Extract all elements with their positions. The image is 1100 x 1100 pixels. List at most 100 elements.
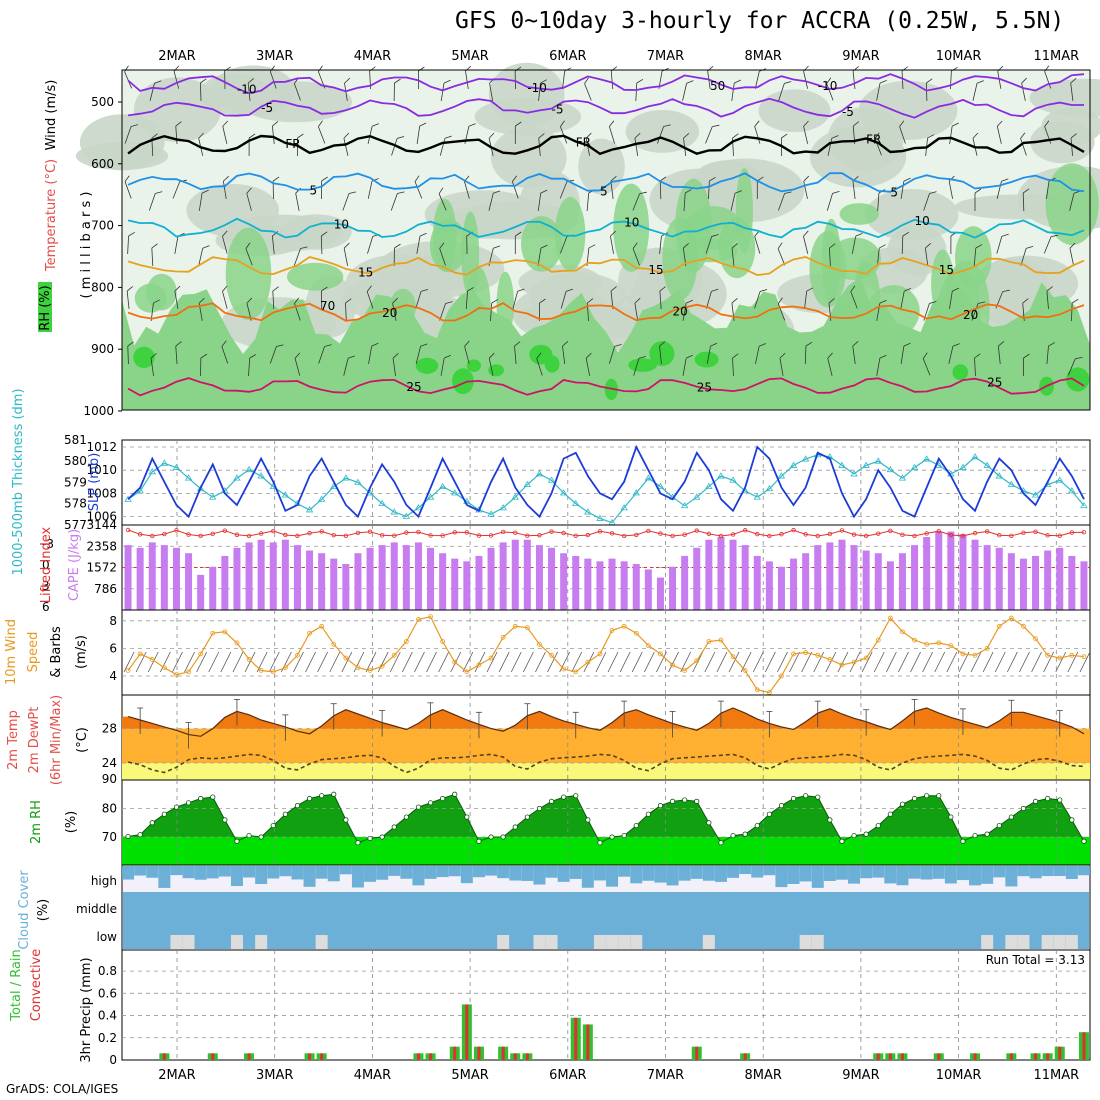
wind-barb [1023,353,1030,376]
thickness-marker [281,491,290,498]
wind-barb [415,343,428,364]
wind-barb-flag [829,243,836,249]
wind-barb-flag [585,352,592,359]
cloud-high-bar [993,866,1006,878]
wind-barb-staff [294,358,301,376]
thickness-tick-label: 580 [64,454,87,468]
cloud-high-bar [848,866,861,884]
wind-barb-staff [1046,345,1049,365]
cloud-high-bar [727,866,740,878]
surface-wind-barb [728,651,740,673]
wind-speed-marker [452,659,458,665]
rh-marker [899,801,906,807]
wind-barb-flag [124,65,129,72]
wind-barb-staff [996,181,1002,199]
wind-barb-staff [705,126,713,144]
surface-wind-barb [462,651,474,673]
rh-contour-region [625,109,700,153]
wind-barb [222,285,228,309]
rh-marker [331,791,337,797]
wind-barb-staff [464,346,470,364]
wind-barb [366,285,374,309]
wind-barb-flag [202,245,210,249]
wind-speed-marker [1021,623,1026,629]
wind-barb-flag [998,341,1005,347]
wind-barb-flag [779,352,786,359]
wind-barb [852,340,859,364]
thickness-marker [390,508,398,515]
wind-barb [343,132,350,156]
surface-wind-barb [196,651,208,673]
y-axis-label-lifted-index: Lifted Index [39,526,54,603]
thickness-marker [729,476,737,483]
thickness-marker [1080,501,1088,509]
cape-bar [802,553,810,610]
cloud-high-bar [545,866,558,878]
wind-speed-marker [936,640,942,646]
rh-marker [536,805,543,812]
wind-barb-staff [293,248,301,266]
wind-barb-flag [784,191,792,194]
wind-speed-marker [912,637,917,643]
wind-barb [949,122,959,144]
rh-contour-region [554,196,586,272]
y-axis-label-temp-units: (°C) [75,727,90,753]
wind-barb [245,242,253,266]
precip-convective-bar [937,1053,941,1060]
wind-barb-flag [444,135,452,139]
cape-bar [959,534,967,610]
y-axis-label-millibars: ( m i l l i b a r s ) [79,192,94,299]
wind-barb [900,342,911,364]
thickness-marker [209,493,217,500]
li-tick-label: 3 [42,579,50,593]
wind-barb-flag [899,120,905,127]
cape-bar [1044,550,1052,610]
cloud-high-bar [303,866,316,887]
wind-barb [318,344,332,364]
surface-wind-barb [547,651,558,673]
wind-barb [924,242,931,266]
wind-barb-flag [974,188,982,194]
cloud-low-gap [606,935,619,949]
cloud-low-gap [593,935,606,949]
wind-barb [900,177,911,199]
wind-barb-flag [174,285,181,292]
wind-barb [293,246,308,266]
wind-barb-flag [1023,353,1030,359]
surface-wind-barb [1031,651,1042,673]
wind-barb-staff [367,181,373,199]
wind-barb-flag [468,123,476,127]
wind-barb [514,231,522,254]
precip-convective-bar [1082,1032,1086,1060]
wind-barb [1070,78,1077,101]
surface-wind-barb [135,651,147,673]
wind-barb-flag [1075,356,1083,360]
wind-barb [827,352,833,376]
wind-barb-staff [755,346,760,364]
wind-barb [731,298,738,321]
rh-contour-region [199,73,269,115]
isotherm-label: 25 [987,376,1002,390]
wind-barb-staff [682,358,687,376]
thickness-marker [705,482,713,490]
wind-barb-flag [805,341,813,347]
wind-barb-flag [153,299,161,304]
cloud-low-gap [255,935,268,949]
wind-barb [731,243,738,266]
cape-tick-label: 3144 [86,518,117,532]
thickness-tick-label: 577 [64,518,87,532]
wind-barb-flag [272,176,280,182]
cape-bar [1056,547,1064,610]
wind-barb-staff [464,181,470,199]
wind-barb [1071,298,1079,322]
cloud-level-label: middle [76,902,117,916]
wind-barb-flag [343,132,350,139]
cloud-high-bar [509,866,522,881]
surface-wind-barb [946,651,958,673]
cloud-high-bar [642,866,655,881]
cloud-high-bar [170,866,183,876]
wind-barb [925,78,933,102]
precip-convective-bar [1058,1046,1062,1060]
wind-speed-marker [270,669,276,675]
cape-bar [342,564,350,610]
